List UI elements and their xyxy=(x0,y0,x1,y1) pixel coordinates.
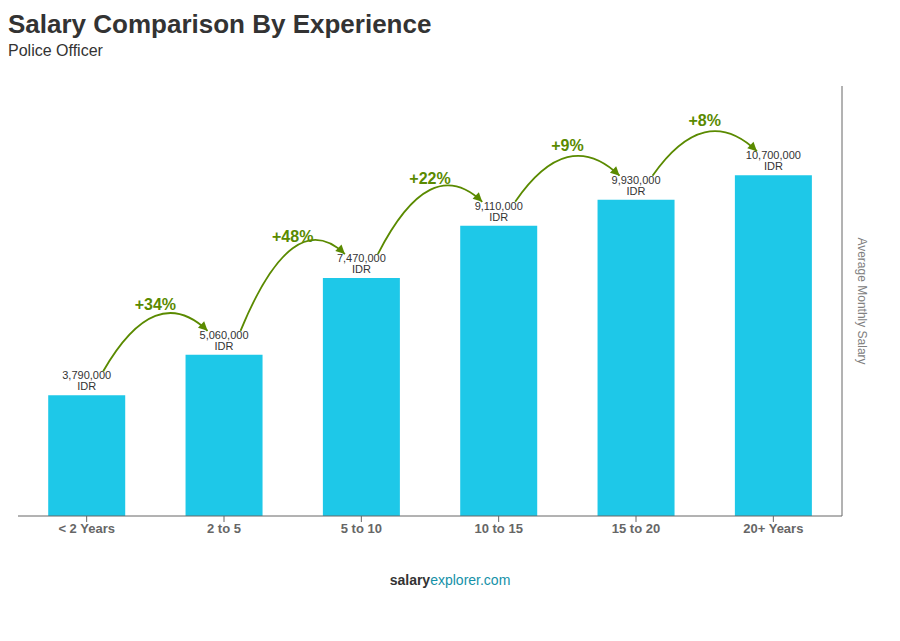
html-text:Police Officer: Police Officer xyxy=(8,42,103,59)
svg-text:+8%: +8% xyxy=(688,112,720,129)
svg-text:2 to 5: 2 to 5 xyxy=(207,521,241,536)
svg-text:< 2 Years: < 2 Years xyxy=(58,521,115,536)
svg-text:9,930,000IDR: 9,930,000IDR xyxy=(612,174,661,197)
svg-text:+34%: +34% xyxy=(135,296,176,313)
svg-text:20+ Years: 20+ Years xyxy=(743,521,803,536)
svg-text:10,700,000IDR: 10,700,000IDR xyxy=(746,149,801,172)
svg-text:5,060,000IDR: 5,060,000IDR xyxy=(200,329,249,352)
svg-text:Average Monthly Salary: Average Monthly Salary xyxy=(855,237,869,364)
svg-text:+48%: +48% xyxy=(272,228,313,245)
svg-text:5 to 10: 5 to 10 xyxy=(341,521,382,536)
html-text:Salary Comparison By Experienc: Salary Comparison By Experience xyxy=(8,9,432,39)
svg-text:10 to 15: 10 to 15 xyxy=(474,521,522,536)
html-text:salary explorer.com: salary explorer.com xyxy=(389,572,511,588)
svg-text:7,470,000IDR: 7,470,000IDR xyxy=(337,252,386,275)
svg-text:+9%: +9% xyxy=(551,137,583,154)
svg-text:+22%: +22% xyxy=(409,170,450,187)
svg-text:15 to 20: 15 to 20 xyxy=(612,521,660,536)
svg-text:3,790,000IDR: 3,790,000IDR xyxy=(62,369,111,392)
svg-text:9,110,000IDR: 9,110,000IDR xyxy=(475,200,523,223)
